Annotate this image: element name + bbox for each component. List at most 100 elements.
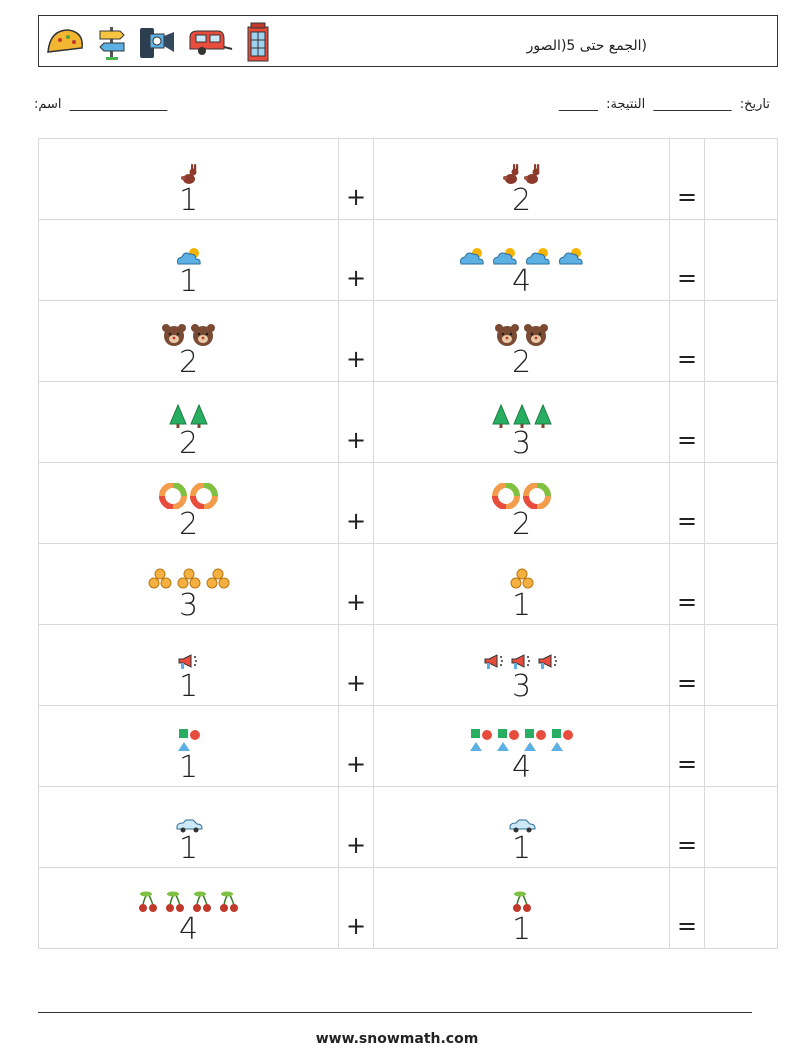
cherries-icon [190, 890, 214, 914]
addend-a-number: 3 [178, 588, 199, 623]
addend-a-pictures [39, 884, 338, 914]
answer-box[interactable] [704, 138, 778, 220]
tree-icon [190, 404, 208, 428]
worksheet-title: (الجمع حتى 5(الصور [526, 38, 647, 54]
ring-icon [159, 483, 187, 509]
addend-b-pictures [374, 236, 669, 266]
addend-a-cell: 1 [38, 219, 339, 301]
addend-b-number: 1 [511, 912, 532, 947]
addend-b-number: 2 [511, 183, 532, 218]
addend-a-pictures [39, 560, 338, 590]
answer-box[interactable] [704, 867, 778, 949]
tree-icon [491, 404, 510, 428]
problem-row: 2 +3 = [38, 381, 778, 463]
cloud-sun-icon [490, 246, 520, 266]
plus-sign: + [338, 219, 374, 301]
cherries-icon [136, 890, 160, 914]
addend-a-pictures [39, 803, 338, 833]
addend-b-number: 4 [511, 264, 532, 299]
addend-a-number: 4 [178, 912, 199, 947]
plus-sign: + [338, 462, 374, 544]
tree-icon [169, 404, 187, 428]
equals-sign: = [669, 867, 705, 949]
addend-b-number: 4 [511, 750, 532, 785]
camera-icon [138, 24, 176, 60]
bear-icon [161, 323, 187, 347]
addend-a-cell: 4 [38, 867, 339, 949]
addend-b-cell: 3 [373, 381, 670, 463]
addend-b-number: 3 [511, 669, 532, 704]
date-score-line: ______ :تاريخ: ____________ النتيجة [558, 97, 770, 112]
problem-row: 1 +1 = [38, 786, 778, 868]
problem-row: 3 +1 = [38, 543, 778, 625]
addend-b-cell: 2 [373, 462, 670, 544]
addend-b-number: 2 [511, 507, 532, 542]
cloud-sun-icon [174, 246, 204, 266]
answer-box[interactable] [704, 219, 778, 301]
addend-a-cell: 1 [38, 705, 339, 787]
answer-box[interactable] [704, 462, 778, 544]
addend-a-cell: 2 [38, 300, 339, 382]
problems-table: 1 +2 = 1 +4 = 2 +2 = 2 +3 = 2 +2 = 3 +1 = 1 +3 = 1 +4 = 1 +1 = 4 +1 = [38, 138, 778, 949]
hay-bales-icon [176, 568, 202, 590]
addend-a-pictures [39, 317, 338, 347]
plus-sign: + [338, 300, 374, 382]
megaphone-icon [483, 653, 507, 671]
tree-icon [533, 404, 552, 428]
caravan-icon [188, 27, 234, 57]
answer-box[interactable] [704, 300, 778, 382]
addend-b-pictures [374, 317, 669, 347]
answer-box[interactable] [704, 543, 778, 625]
equals-sign: = [669, 624, 705, 706]
plus-sign: + [338, 786, 374, 868]
addend-b-pictures [374, 155, 669, 185]
cloud-sun-icon [457, 246, 487, 266]
answer-box[interactable] [704, 624, 778, 706]
plus-sign: + [338, 381, 374, 463]
addend-b-pictures [374, 722, 669, 752]
ring-icon [523, 483, 551, 509]
addend-b-cell: 1 [373, 543, 670, 625]
answer-box[interactable] [704, 381, 778, 463]
cherries-icon [163, 890, 187, 914]
addend-a-cell: 1 [38, 786, 339, 868]
plus-sign: + [338, 705, 374, 787]
problem-row: 1 +3 = [38, 624, 778, 706]
addend-b-number: 1 [511, 831, 532, 866]
plus-sign: + [338, 543, 374, 625]
addend-b-pictures [374, 560, 669, 590]
addend-a-number: 1 [178, 264, 199, 299]
shapes-icon [523, 728, 547, 752]
addend-a-pictures [39, 722, 338, 752]
equals-sign: = [669, 138, 705, 220]
addend-a-cell: 2 [38, 462, 339, 544]
addend-a-cell: 1 [38, 624, 339, 706]
shapes-icon [550, 728, 574, 752]
addend-a-cell: 1 [38, 138, 339, 220]
plus-sign: + [338, 867, 374, 949]
signpost-icon [98, 23, 126, 61]
bear-icon [494, 323, 520, 347]
addend-b-cell: 3 [373, 624, 670, 706]
addend-a-number: 2 [178, 507, 199, 542]
answer-box[interactable] [704, 786, 778, 868]
addend-b-pictures [374, 398, 669, 428]
footer-url: www.snowmath.com [315, 1031, 479, 1047]
addend-b-pictures [374, 641, 669, 671]
addend-a-pictures [39, 479, 338, 509]
equals-sign: = [669, 381, 705, 463]
header-icons [44, 21, 270, 63]
addend-a-number: 1 [178, 831, 199, 866]
ring-icon [190, 483, 218, 509]
equals-sign: = [669, 786, 705, 868]
shapes-icon [496, 728, 520, 752]
addend-b-pictures [374, 479, 669, 509]
megaphone-icon [537, 653, 561, 671]
answer-box[interactable] [704, 705, 778, 787]
equals-sign: = [669, 543, 705, 625]
addend-a-cell: 2 [38, 381, 339, 463]
name-field-line: :اسم _______________ [34, 97, 168, 112]
addend-a-pictures [39, 236, 338, 266]
problem-row: 2 +2 = [38, 300, 778, 382]
problem-row: 1 +4 = [38, 219, 778, 301]
